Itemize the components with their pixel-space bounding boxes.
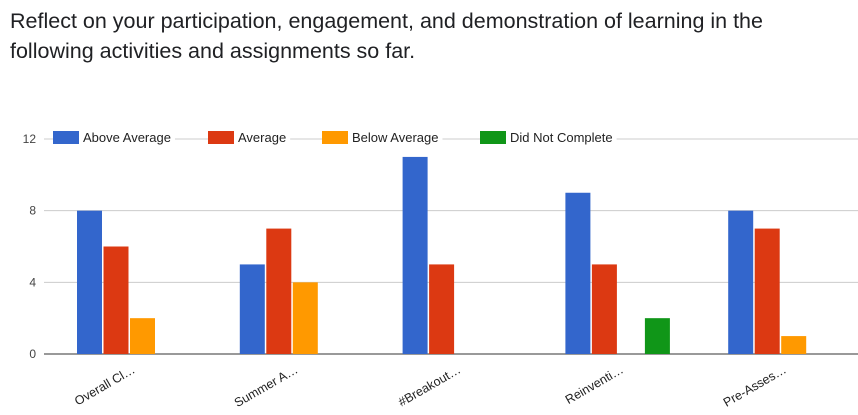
x-category-label: Summer A… bbox=[232, 362, 300, 410]
bar bbox=[77, 210, 102, 354]
legend-label: Average bbox=[238, 130, 286, 145]
y-tick-label: 4 bbox=[29, 275, 36, 289]
legend: Above Average Average Below Average Did Not… bbox=[53, 130, 617, 146]
legend-item-background bbox=[53, 130, 175, 146]
x-category-label: Reinventi… bbox=[563, 362, 626, 406]
y-tick-label: 12 bbox=[23, 132, 37, 146]
bar bbox=[429, 264, 455, 354]
bar bbox=[644, 318, 670, 354]
bar bbox=[754, 228, 780, 354]
y-tick-label: 0 bbox=[29, 347, 36, 361]
bar bbox=[402, 156, 428, 354]
legend-item-background bbox=[322, 130, 443, 146]
legend-item: Below Average bbox=[322, 130, 443, 146]
y-tick-label: 8 bbox=[29, 204, 36, 218]
legend-swatch bbox=[480, 131, 506, 144]
x-category-label: #Breakout… bbox=[396, 362, 463, 409]
legend-swatch bbox=[53, 131, 79, 144]
bar bbox=[728, 210, 754, 354]
bar bbox=[130, 318, 155, 354]
x-axis-labels: Overall Cl… Summer A… #Breakout… Reinventi…… bbox=[72, 362, 789, 410]
x-category-label: Pre-Asses… bbox=[721, 362, 789, 409]
bar bbox=[292, 282, 318, 354]
bar bbox=[565, 192, 591, 354]
legend-item: Average bbox=[208, 130, 291, 146]
legend-label: Below Average bbox=[352, 130, 439, 145]
question-title: Reflect on your participation, engagemen… bbox=[10, 9, 763, 63]
bar bbox=[266, 228, 292, 354]
x-category-label: Overall Cl… bbox=[72, 362, 137, 408]
legend-label: Did Not Complete bbox=[510, 130, 613, 145]
legend-swatch bbox=[208, 131, 234, 144]
y-axis-ticks: 0 4 8 12 bbox=[23, 132, 37, 361]
legend-item: Above Average bbox=[53, 130, 175, 146]
legend-item: Did Not Complete bbox=[480, 130, 617, 146]
legend-swatch bbox=[322, 131, 348, 144]
bar bbox=[781, 336, 807, 354]
bar bbox=[103, 246, 129, 354]
bar bbox=[239, 264, 265, 354]
legend-label: Above Average bbox=[83, 130, 171, 145]
bars bbox=[77, 156, 807, 354]
legend-item-background bbox=[480, 130, 617, 146]
bar bbox=[591, 264, 617, 354]
